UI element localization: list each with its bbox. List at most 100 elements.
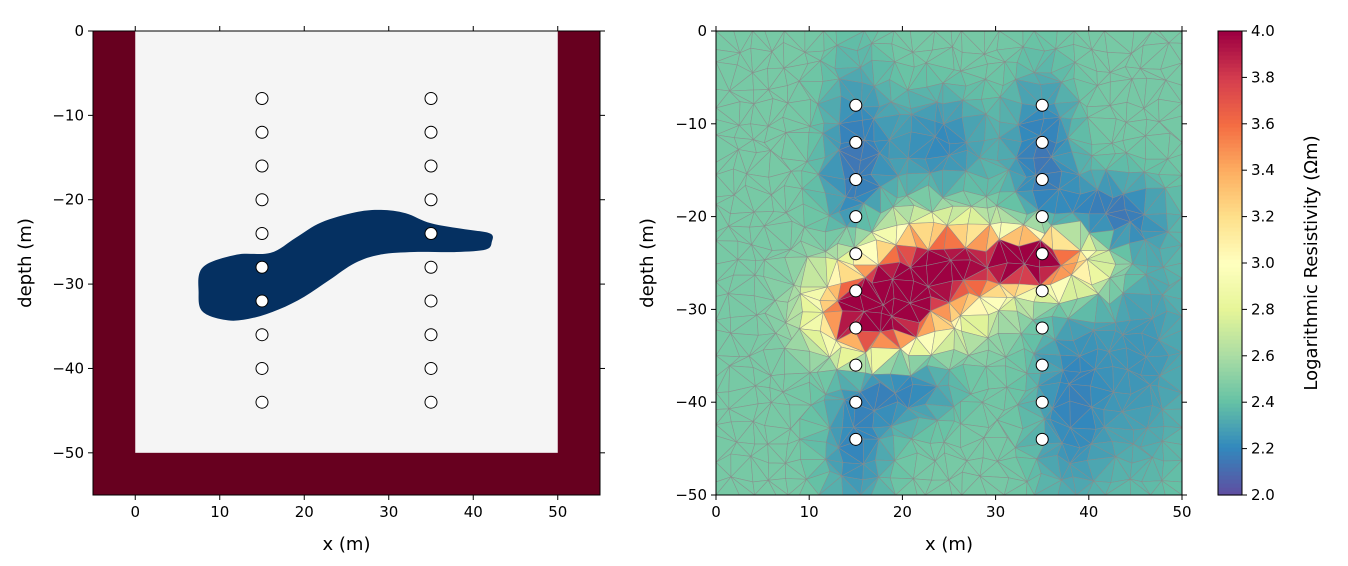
colorbar-segment <box>1218 363 1242 368</box>
electrode-marker <box>849 247 863 261</box>
colorbar-segment <box>1218 135 1242 140</box>
colorbar-segment <box>1218 399 1242 404</box>
x-tick-label: 40 <box>464 503 483 521</box>
mesh-cell <box>1161 479 1182 495</box>
right-xlabel: x (m) <box>925 534 973 555</box>
colorbar-segment <box>1218 47 1242 52</box>
right-ylabel: depth (m) <box>637 218 658 308</box>
colorbar-segment <box>1218 403 1242 408</box>
electrode-marker <box>255 193 269 207</box>
x-tick-label: 40 <box>1079 503 1098 521</box>
mesh-cell <box>1025 480 1035 495</box>
electrode-marker <box>255 226 269 240</box>
colorbar-segment <box>1218 247 1242 252</box>
colorbar-segment <box>1218 199 1242 204</box>
colorbar-segment <box>1218 75 1242 80</box>
colorbar-segment <box>1218 471 1242 476</box>
left-xlabel: x (m) <box>323 534 371 555</box>
colorbar-segment <box>1218 91 1242 96</box>
colorbar-segment <box>1218 343 1242 348</box>
y-tick-label: −10 <box>675 115 707 133</box>
colorbar-strip <box>1218 31 1242 496</box>
colorbar-segment <box>1218 183 1242 188</box>
y-tick-label: −30 <box>52 275 84 293</box>
colorbar-tick-label: 3.4 <box>1251 161 1275 179</box>
colorbar-segment <box>1218 415 1242 420</box>
colorbar-segment <box>1218 311 1242 316</box>
colorbar-segment <box>1218 147 1242 152</box>
colorbar-segment <box>1218 407 1242 412</box>
colorbar-segment <box>1218 287 1242 292</box>
x-tick-label: 20 <box>295 503 314 521</box>
electrode-marker <box>424 125 438 139</box>
colorbar-segment <box>1218 339 1242 344</box>
colorbar-tick-label: 2.2 <box>1251 440 1275 458</box>
colorbar-segment <box>1218 331 1242 336</box>
colorbar-segment <box>1218 307 1242 312</box>
colorbar-segment <box>1218 451 1242 456</box>
colorbar-segment <box>1218 483 1242 488</box>
colorbar-segment <box>1218 203 1242 208</box>
colorbar-segment <box>1218 259 1242 264</box>
colorbar-segment <box>1218 443 1242 448</box>
colorbar-tick-label: 4.0 <box>1251 22 1275 40</box>
colorbar-segment <box>1218 455 1242 460</box>
colorbar-segment <box>1218 279 1242 284</box>
y-tick-label: 0 <box>697 22 707 40</box>
colorbar-segment <box>1218 35 1242 40</box>
colorbar-segment <box>1218 107 1242 112</box>
electrode-marker <box>1035 210 1049 224</box>
right-axes-frame <box>715 30 1183 496</box>
colorbar-segment <box>1218 299 1242 304</box>
electrode-marker <box>849 98 863 112</box>
colorbar-segment <box>1218 487 1242 492</box>
x-tick-label: 10 <box>800 503 819 521</box>
colorbar-segment <box>1218 131 1242 136</box>
colorbar-segment <box>1218 67 1242 72</box>
colorbar-segment <box>1218 271 1242 276</box>
electrode-marker <box>424 260 438 274</box>
colorbar-tick-label: 2.0 <box>1251 486 1275 504</box>
mesh-cell <box>767 480 789 495</box>
y-tick-label: −50 <box>52 444 84 462</box>
y-tick-label: −40 <box>52 359 84 377</box>
colorbar-segment <box>1218 155 1242 160</box>
colorbar-segment <box>1218 231 1242 236</box>
colorbar-segment <box>1218 115 1242 120</box>
colorbar-segment <box>1218 63 1242 68</box>
colorbar-segment <box>1218 423 1242 428</box>
x-tick-label: 50 <box>548 503 567 521</box>
electrode-marker <box>1035 432 1049 446</box>
resistive-anomaly <box>198 209 493 321</box>
colorbar-segment <box>1218 219 1242 224</box>
colorbar-segment <box>1218 323 1242 328</box>
colorbar-segment <box>1218 327 1242 332</box>
colorbar-tick-label: 2.6 <box>1251 347 1275 365</box>
colorbar-segment <box>1218 355 1242 360</box>
electrode-marker <box>849 395 863 409</box>
x-tick-label: 20 <box>893 503 912 521</box>
x-tick-label: 30 <box>379 503 398 521</box>
colorbar-ticks: 2.0 2.2 2.4 2.6 2.8 3.0 3.2 3.4 3.6 3.8 4.0 <box>1242 22 1275 504</box>
electrode-marker <box>849 321 863 335</box>
mesh-cell <box>948 478 963 495</box>
y-tick-label: −20 <box>52 191 84 209</box>
colorbar-segment <box>1218 43 1242 48</box>
left-electrodes <box>255 91 438 409</box>
electrode-marker <box>255 361 269 375</box>
electrode-marker <box>849 135 863 149</box>
colorbar-segment <box>1218 383 1242 388</box>
y-tick-label: −10 <box>52 106 84 124</box>
electrode-marker <box>424 159 438 173</box>
y-tick-label: −30 <box>675 300 707 318</box>
electrode-marker <box>1035 395 1049 409</box>
colorbar-segment <box>1218 123 1242 128</box>
colorbar-segment <box>1218 159 1242 164</box>
colorbar-segment <box>1218 167 1242 172</box>
colorbar-segment <box>1218 375 1242 380</box>
left-ticks: 0 10 20 30 40 50 0 −10 −20 −30 −40 −50 <box>52 22 605 521</box>
colorbar-segment <box>1218 163 1242 168</box>
colorbar-segment <box>1218 139 1242 144</box>
colorbar-segment <box>1218 223 1242 228</box>
